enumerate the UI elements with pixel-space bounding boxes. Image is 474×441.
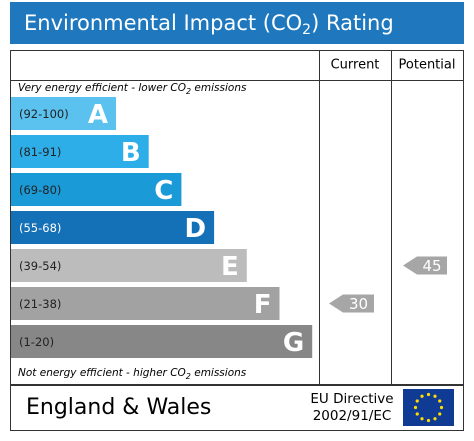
title: Environmental Impact (CO2) Rating [24,11,394,38]
star [415,412,419,416]
region: England & Wales [26,395,211,420]
directive: EU Directive [310,391,393,407]
band-letter: B [121,138,141,168]
band [11,287,280,320]
note-text: Not energy efficient - higher CO [18,367,186,379]
band [11,173,182,206]
title-sub: 2 [302,22,311,38]
band [11,97,116,130]
note-sub: 2 [186,372,191,381]
star [438,412,442,416]
eu-stars [413,392,444,423]
band-range: (69-80) [19,183,61,197]
band-range: (55-68) [19,221,61,235]
band [11,325,313,358]
title-text: Environmental Impact (CO [24,11,302,35]
directive: 2002/91/EC [313,408,392,424]
column-header: Potential [399,58,456,73]
band [11,135,149,168]
band-letter: F [254,290,272,320]
rating-value: 30 [349,295,368,313]
rating-arrow [329,294,374,313]
band-letter: D [185,214,207,244]
bottom-note: Not energy efficient - higher CO2 emissi… [18,367,247,381]
top-note: Very energy efficient - lower CO2 emissi… [18,82,247,96]
star [426,418,431,423]
band-range: (1-20) [19,335,54,349]
rating-value: 45 [422,257,441,275]
band-letter: C [154,176,173,206]
note-text: emissions [191,367,247,379]
star [426,392,431,397]
frame [10,50,464,385]
star [420,417,424,421]
star [433,394,437,398]
star [433,417,437,421]
band-range: (39-54) [19,259,61,273]
band-letter: A [88,100,108,130]
band-letter: E [221,252,239,282]
rating-arrow [403,256,447,275]
band-letter: G [283,328,304,358]
footer-frame [10,385,464,431]
band-range: (81-91) [19,145,61,159]
note-sub: 2 [186,87,191,96]
note-text: emissions [191,82,247,94]
band-range: (92-100) [19,107,69,121]
column-header: Current [331,58,380,73]
band [11,249,247,282]
note-text: Very energy efficient - lower CO [18,82,186,94]
star [415,399,419,403]
title-bar [10,2,464,44]
title-text: ) Rating [311,11,394,35]
star [439,405,444,410]
band-range: (21-38) [19,297,61,311]
star [420,394,424,398]
star [413,405,418,410]
band [11,211,215,244]
star [438,399,442,403]
